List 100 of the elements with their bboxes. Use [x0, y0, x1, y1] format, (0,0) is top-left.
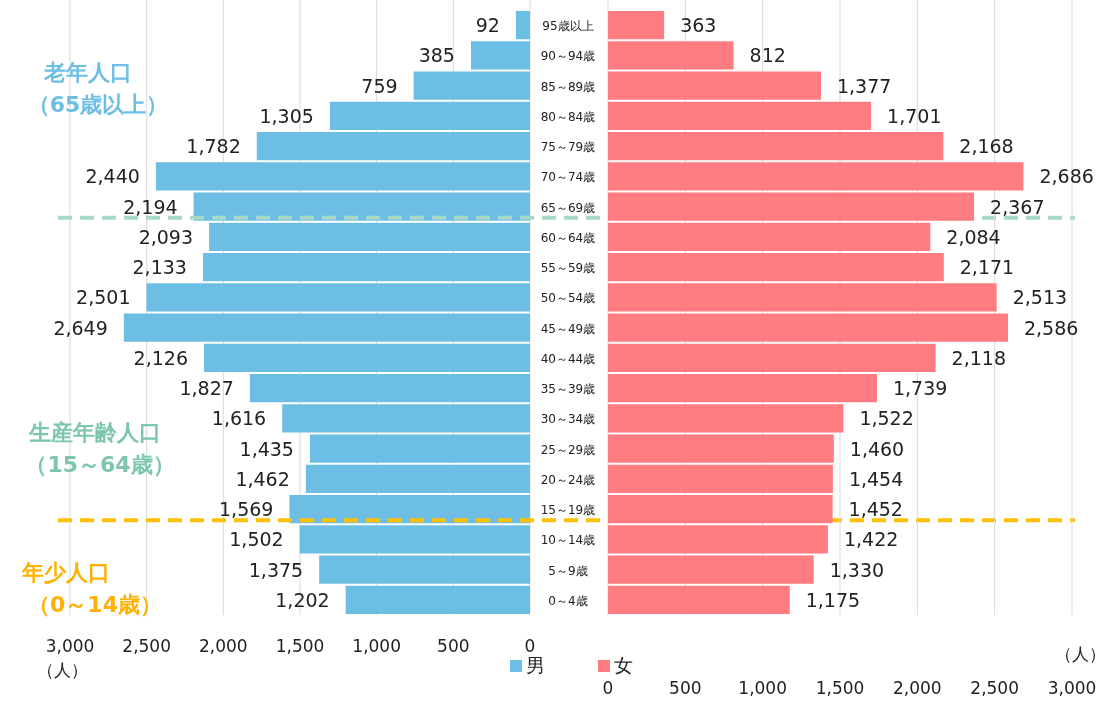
bar [608, 283, 997, 312]
y-tick-label: 45～49歳 [540, 321, 596, 336]
legend-label: 女 [614, 654, 633, 676]
x-axis-title: （人） [36, 660, 88, 680]
annotation: （15～64歳） [25, 452, 175, 477]
data-label: 1,827 [179, 377, 234, 400]
y-tick-label: 55～59歳 [540, 261, 596, 276]
data-label: 1,522 [859, 407, 914, 430]
data-label: 1,452 [848, 498, 903, 521]
data-label: 2,171 [959, 256, 1015, 279]
x-tick-label: 1,000 [352, 636, 401, 656]
bar [209, 222, 530, 251]
data-label: 2,440 [85, 165, 140, 188]
data-label: 2,586 [1023, 316, 1079, 339]
data-label: 385 [418, 44, 455, 67]
bar [202, 253, 530, 282]
data-label: 1,460 [849, 437, 905, 460]
bar [608, 41, 734, 70]
y-tick-label: 50～54歳 [540, 291, 596, 306]
data-label: 1,462 [235, 467, 290, 490]
data-label: 1,502 [229, 528, 284, 551]
x-axis-title: （人） [1054, 644, 1105, 664]
data-label: 2,686 [1039, 165, 1094, 188]
bar [608, 11, 665, 40]
data-label: 1,454 [848, 467, 904, 490]
data-label: 1,422 [843, 528, 899, 551]
data-label: 2,367 [990, 195, 1045, 218]
x-tick-label: 2,500 [970, 678, 1019, 698]
bar [608, 343, 936, 372]
data-label: 759 [361, 74, 398, 97]
bar [608, 495, 833, 524]
bar [413, 71, 530, 100]
data-label: 1,569 [219, 498, 274, 521]
bar [282, 404, 530, 433]
data-label: 2,501 [76, 286, 131, 309]
bar [249, 374, 530, 403]
bar [608, 464, 833, 493]
y-tick-label: 95歳以上 [542, 19, 594, 34]
x-tick-label: 1,500 [275, 636, 325, 656]
x-tick-label: 0 [524, 636, 536, 656]
data-label: 1,375 [248, 558, 304, 581]
data-label: 2,118 [951, 346, 1006, 369]
bar [608, 404, 844, 433]
data-label: 1,330 [829, 558, 885, 581]
y-tick-label: 35～39歳 [540, 382, 596, 397]
annotation: （0～14歳） [28, 592, 162, 617]
bar [123, 313, 530, 342]
data-label: 1,739 [892, 377, 948, 400]
data-label: 2,513 [1012, 286, 1068, 309]
x-tick-label: 2,500 [122, 636, 171, 656]
bar [608, 525, 828, 554]
data-label: 1,175 [805, 588, 861, 611]
bar [155, 162, 530, 191]
bar [256, 132, 530, 161]
bar [608, 374, 877, 403]
bar [608, 162, 1024, 191]
y-tick-label: 40～44歳 [540, 351, 596, 366]
x-tick-label: 0 [602, 678, 614, 698]
y-tick-label: 65～69歳 [540, 200, 596, 215]
data-label: 2,133 [132, 256, 187, 279]
bar [204, 343, 530, 372]
bar [608, 192, 975, 221]
y-tick-label: 75～79歳 [540, 140, 596, 155]
y-tick-label: 0～4歳 [548, 593, 588, 608]
y-tick-label: 5～9歳 [548, 563, 588, 578]
data-label: 2,649 [53, 316, 108, 339]
bar [146, 283, 530, 312]
x-tick-label: 1,500 [815, 678, 865, 698]
data-label: 1,202 [275, 588, 330, 611]
bar [608, 585, 790, 614]
bar [319, 555, 530, 584]
bar [345, 585, 530, 614]
data-label: 812 [749, 44, 786, 67]
bar [608, 434, 834, 463]
y-tick-label: 30～34歳 [540, 412, 596, 427]
bar [329, 101, 530, 130]
y-tick-label: 25～29歳 [540, 442, 596, 457]
y-tick-label: 70～74歳 [540, 170, 596, 185]
x-tick-label: 1,000 [738, 678, 787, 698]
x-tick-label: 500 [669, 678, 702, 698]
bar [608, 253, 944, 282]
y-tick-label: 15～19歳 [540, 503, 596, 518]
data-label: 92 [475, 14, 500, 37]
bar [305, 464, 530, 493]
bar [309, 434, 530, 463]
annotation: 年少人口 [21, 560, 110, 585]
x-tick-label: 3,000 [1047, 678, 1097, 698]
annotation: 老年人口 [43, 60, 132, 85]
y-tick-label: 10～14歳 [540, 533, 596, 548]
bar [299, 525, 530, 554]
data-label: 2,093 [138, 225, 194, 248]
data-label: 1,701 [887, 104, 942, 127]
x-tick-label: 3,000 [45, 636, 95, 656]
data-label: 2,168 [959, 135, 1014, 158]
x-tick-label: 2,000 [199, 636, 248, 656]
data-label: 2,084 [946, 225, 1001, 248]
y-tick-label: 80～84歳 [540, 109, 596, 124]
data-label: 1,305 [259, 104, 314, 127]
data-label: 1,435 [239, 437, 294, 460]
bar [289, 495, 530, 524]
